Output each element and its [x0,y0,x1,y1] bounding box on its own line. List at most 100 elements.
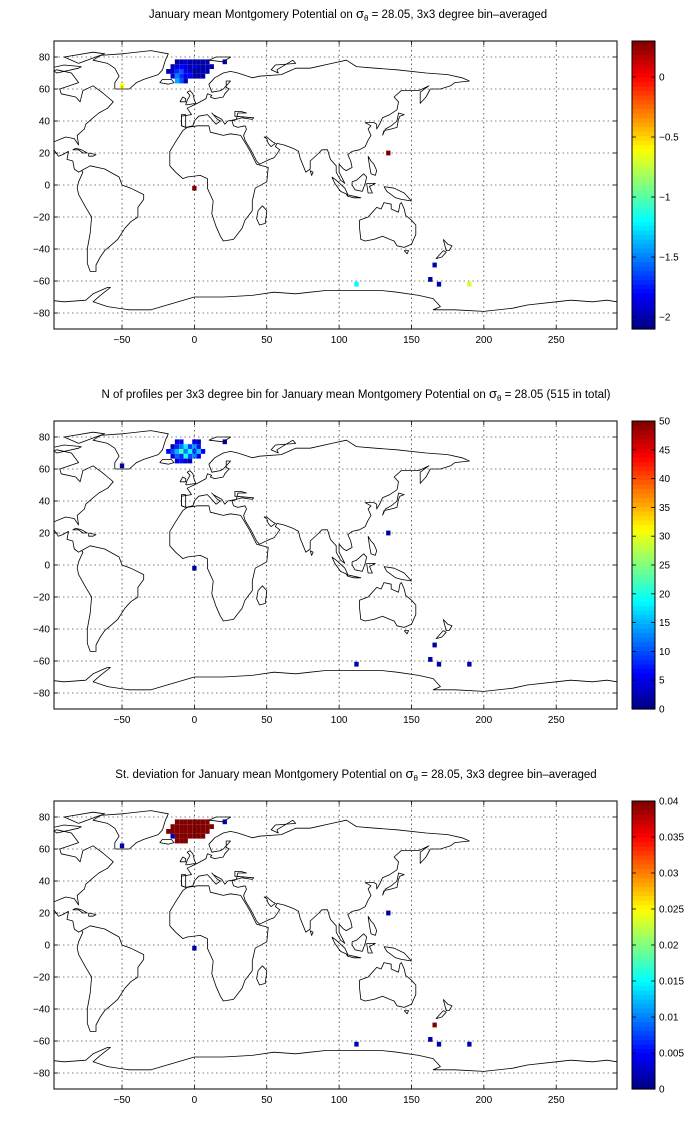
coastline [181,494,187,508]
colorbar-tick-label: 0.015 [659,977,684,988]
data-cell [192,444,197,449]
colorbar-band [632,212,655,218]
colorbar-tick-label: 45 [659,445,671,456]
title-text-rest: = 28.05, 3x3 degree bin–averaged [368,9,547,21]
colorbar-band [632,520,655,526]
colorbar-band [632,587,655,593]
data-cell [187,829,193,834]
coastline [270,819,297,834]
colorbar-tick-label: 20 [659,589,671,600]
coastline [346,194,362,199]
colorbar-band [632,677,655,683]
data-cell [179,819,184,825]
coastline [54,69,114,173]
colorbar-tick-label: 5 [659,676,665,687]
data-cell [119,843,125,849]
colorbar-band [632,59,655,65]
colorbar-band [632,691,655,697]
colorbar-band [632,560,655,566]
colorbar-band [632,1008,655,1014]
colorbar-band [632,470,655,476]
colorbar-band [632,551,655,557]
colorbar-band [632,421,655,427]
colorbar-band [632,230,655,236]
data-cell [205,824,210,829]
data-cell [205,64,210,69]
colorbar-band [632,859,655,865]
y-tick-label: −80 [33,309,50,320]
colorbar-band [632,1035,655,1041]
y-tick-label: −20 [33,973,50,984]
colorbar-band [632,1021,655,1027]
data-cell [187,824,193,829]
colorbar-band [632,475,655,481]
data-cell [436,1041,442,1047]
colorbar-band [632,592,655,598]
colorbar-band [632,126,655,132]
colorbar-band [632,122,655,128]
coastline [185,470,197,486]
coastline [169,125,269,242]
y-tick-label: −60 [33,277,50,288]
coastline [181,874,187,888]
colorbar-band [632,664,655,670]
colorbar-band [632,279,655,285]
colorbar-band [632,1080,655,1086]
colorbar-band [632,484,655,490]
coastline [181,819,470,944]
colorbar-band [632,176,655,182]
colorbar-band [632,497,655,503]
chart-title: St. deviation for January mean Montgomer… [115,766,596,783]
colorbar-band [632,810,655,816]
colorbar-band [632,569,655,575]
data-cell [170,444,175,449]
colorbar-band [632,1012,655,1018]
y-tick-label: −80 [33,689,50,700]
data-cells [119,439,472,667]
colorbar-band [632,628,655,634]
data-cell [174,439,180,445]
data-cell [179,824,184,829]
colorbar-band [632,632,655,638]
data-cell [183,59,188,65]
data-cell [183,64,188,69]
data-cell [179,458,184,464]
data-cell [166,449,171,454]
colorbar-band [632,981,655,987]
x-tick-label: 0 [192,335,198,346]
colorbar-band [632,864,655,870]
colorbar-band [632,185,655,191]
colorbar-band [632,828,655,834]
coastline [359,962,417,1008]
coastline [54,444,82,454]
colorbar-tick-label: 30 [659,532,671,543]
data-cell [192,439,197,445]
coastline [54,667,617,692]
coastline [263,136,276,147]
colorbar-band [632,243,655,249]
grid-lines [54,801,617,1089]
colorbar-band [632,877,655,883]
coastline [54,64,82,74]
data-cell [174,458,180,464]
coastline [169,505,269,622]
data-cell [196,73,201,79]
colorbar-band [632,50,655,56]
colorbar-band [632,270,655,276]
data-cell [119,83,125,89]
coastline [403,630,409,635]
colorbar-tick-label: 0.035 [659,833,684,844]
colorbar-band [632,1039,655,1045]
colorbar-tick-label: 0 [659,705,665,716]
title-sigma: σ [489,386,497,401]
data-cell [170,824,175,829]
y-tick-label: 20 [39,529,51,540]
data-cell [432,642,437,648]
data-cell [187,449,193,454]
colorbar-band [632,68,655,74]
colorbar-band [632,502,655,508]
coastlines [54,50,617,312]
colorbar-band [632,167,655,173]
data-cell [196,64,201,69]
data-cell [174,73,180,79]
